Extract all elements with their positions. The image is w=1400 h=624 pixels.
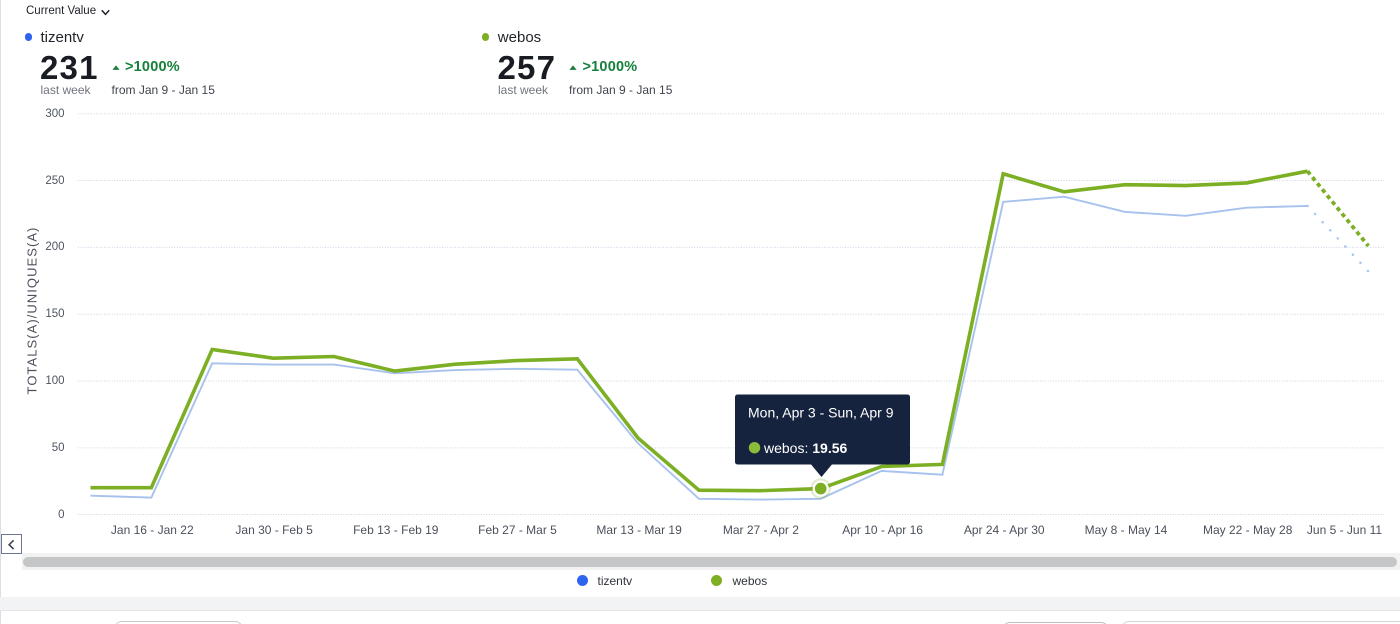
svg-text:webos: 19.56: webos: 19.56 — [763, 440, 847, 456]
svg-text:Mon, Apr 3 - Sun, Apr 9: Mon, Apr 3 - Sun, Apr 9 — [748, 405, 894, 421]
